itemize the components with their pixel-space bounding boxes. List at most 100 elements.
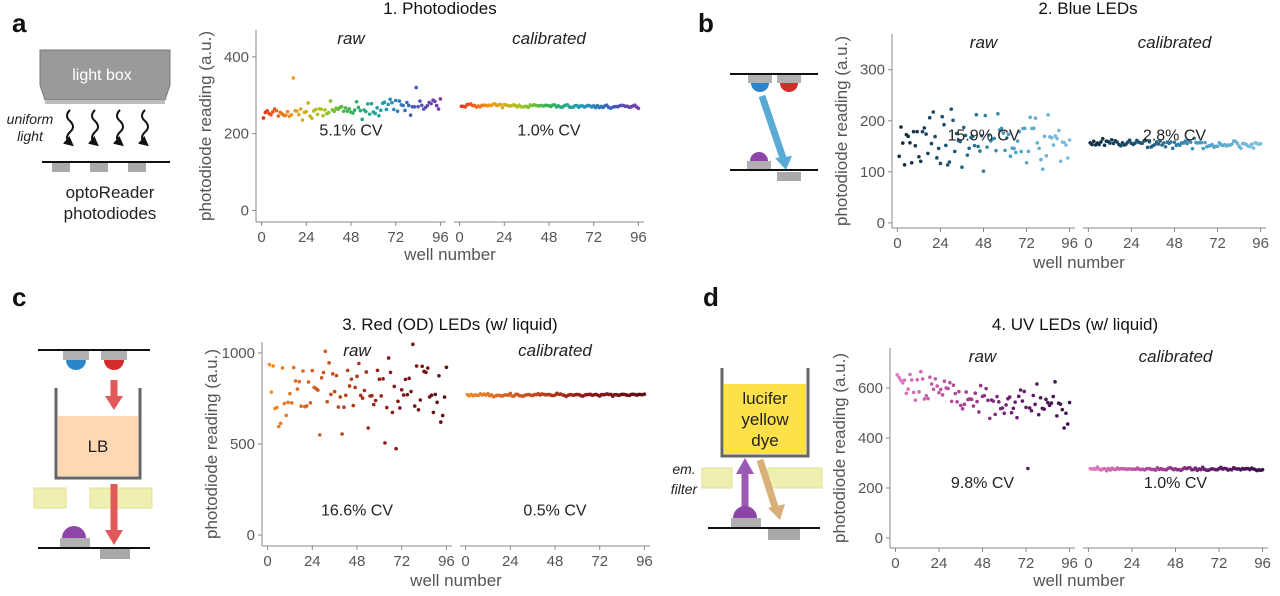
x-tick-label: 96: [1061, 235, 1078, 252]
data-point: [919, 369, 923, 374]
data-point: [1035, 141, 1040, 145]
data-point: [1170, 146, 1175, 151]
data-point: [908, 140, 912, 145]
data-point: [1249, 142, 1254, 147]
data-point: [967, 146, 971, 151]
data-point: [1049, 401, 1054, 405]
optoreader-label-1: optoReader: [66, 183, 155, 202]
data-point: [955, 399, 959, 404]
data-point: [906, 387, 910, 391]
data-point: [996, 111, 1000, 116]
data-point: [1009, 410, 1014, 415]
data-point: [1251, 146, 1256, 150]
data-point: [944, 143, 948, 148]
data-point: [929, 382, 934, 386]
data-point: [1210, 142, 1214, 147]
facet-label-calibrated: calibrated: [512, 29, 586, 48]
em-filter-left: [701, 467, 733, 489]
y-tick-label: 0: [877, 215, 885, 232]
dye-label-1: lucifer: [742, 389, 788, 408]
data-point: [973, 391, 978, 396]
data-point: [396, 399, 400, 404]
facet-label-calibrated: calibrated: [1138, 33, 1212, 52]
data-point: [1045, 400, 1050, 405]
uv-led-icon-d: [733, 506, 757, 518]
y-tick-label: 600: [858, 380, 883, 397]
data-point: [1007, 395, 1012, 399]
photodiode-c: [100, 549, 130, 559]
facet-label-raw: raw: [343, 341, 372, 360]
blue-light-arrow-shaft: [758, 94, 787, 160]
uv-led-icon-c: [62, 526, 86, 538]
data-point: [924, 132, 928, 136]
data-point: [336, 405, 341, 409]
data-point: [399, 387, 404, 392]
data-point: [282, 401, 287, 406]
data-point: [978, 149, 982, 153]
data-point: [957, 389, 961, 394]
data-point: [1172, 140, 1177, 145]
data-point: [371, 402, 376, 407]
y-axis-label: photodiode reading (a.u.): [830, 353, 849, 543]
data-point: [354, 99, 359, 104]
data-point: [931, 110, 936, 114]
data-point: [936, 146, 941, 151]
data-point: [917, 154, 921, 159]
data-point: [1033, 402, 1037, 407]
data-point: [1040, 167, 1045, 171]
data-point: [904, 391, 909, 396]
data-point: [321, 370, 326, 375]
data-point: [1001, 131, 1006, 135]
x-tick-label: 24: [304, 553, 321, 570]
data-point: [297, 112, 301, 117]
data-point: [1133, 141, 1137, 145]
data-point: [933, 377, 938, 381]
data-point: [1127, 138, 1132, 143]
data-point: [278, 421, 283, 426]
data-point: [933, 134, 937, 139]
data-point: [993, 412, 997, 417]
data-point: [388, 370, 393, 375]
data-point: [1020, 399, 1025, 403]
data-point: [920, 129, 925, 134]
uv-led-housing-d: [731, 518, 761, 527]
data-point: [383, 441, 387, 445]
y-tick-label: 200: [860, 113, 885, 130]
data-point: [982, 393, 987, 398]
uniform-light-label-2: light: [17, 128, 44, 144]
chart-title: 4. UV LEDs (w/ liquid): [992, 315, 1158, 334]
chart-red-leds: 3. Red (OD) LEDs (w/ liquid) photodiode r…: [202, 315, 653, 590]
data-point: [439, 420, 443, 424]
cv-annotation-raw: 9.8% CV: [951, 475, 1014, 492]
data-point: [355, 374, 359, 379]
uv-led-icon: [750, 152, 768, 161]
light-box-base: [45, 100, 165, 104]
photodiode-d: [768, 529, 800, 540]
x-tick-label: 0: [263, 553, 271, 570]
data-point: [964, 390, 968, 394]
diagram-uv-led: lucifer yellow dye em. filter: [671, 368, 823, 540]
data-point: [1006, 132, 1011, 137]
data-point: [323, 349, 328, 354]
data-point: [1097, 142, 1101, 147]
data-point: [913, 398, 918, 402]
data-point: [986, 398, 990, 403]
data-point: [938, 387, 943, 392]
data-point: [1016, 394, 1021, 399]
emission-arrow-head: [768, 504, 785, 520]
data-point: [1057, 128, 1061, 133]
data-point: [1055, 136, 1059, 141]
data-point: [407, 376, 411, 381]
data-point: [306, 101, 310, 105]
data-point: [301, 369, 305, 373]
data-point: [983, 113, 988, 118]
data-point: [412, 105, 417, 109]
data-point: [924, 393, 929, 398]
data-point: [440, 413, 445, 418]
data-point: [339, 104, 344, 109]
x-tick-label: 72: [585, 229, 602, 246]
diagram-red-od: LB: [33, 349, 153, 559]
y-tick-label: 400: [858, 430, 883, 447]
x-tick-label: 0: [893, 235, 901, 252]
data-point: [931, 387, 936, 392]
